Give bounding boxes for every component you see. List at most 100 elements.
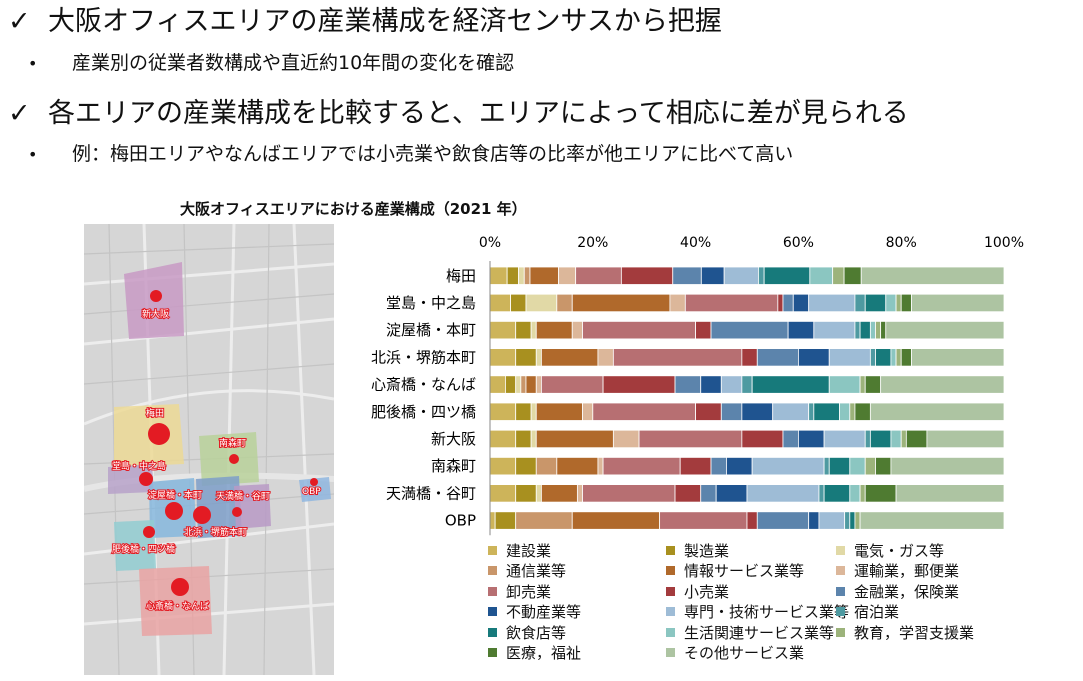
bar-segment [674, 375, 702, 394]
legend-label: 金融業，保険業 [854, 582, 960, 601]
bullet-sub-1-text: 産業別の従業者数構成や直近約10年間の変化を確認 [72, 52, 515, 74]
area-tenmabashi [234, 484, 271, 529]
bar-segment [859, 511, 1005, 530]
legend-item: 飲食店等 [488, 622, 566, 642]
map-label-yodoyabashi: 淀屋橋・本町 [148, 489, 202, 501]
bar-segment [700, 484, 717, 503]
bar-segment [758, 266, 765, 285]
area-dojima [108, 464, 154, 494]
bar-segment [813, 321, 856, 340]
bar-segment [926, 429, 1005, 449]
bar-segment [895, 293, 902, 313]
bar-segment [489, 293, 511, 313]
bar-segment [808, 511, 820, 530]
x-tick-label: 80% [886, 235, 917, 251]
bullet-main-1: ✓ 大阪オフィスエリアの産業構成を経済センサスから把握 [8, 6, 722, 38]
bar-segment [571, 293, 671, 313]
bar-segment [515, 456, 537, 476]
bar-segment [695, 402, 722, 421]
x-tick-label: 20% [577, 235, 608, 251]
bullet-dot-icon: • [28, 145, 38, 164]
legend-item: 運輸業，郵便業 [836, 561, 959, 581]
bar-segment [885, 293, 897, 313]
category-label: 梅田 [446, 267, 476, 285]
bar-segment [515, 375, 522, 394]
marker-shinsaibashi [171, 578, 189, 596]
bar-segment [859, 484, 866, 503]
bar-segment [489, 429, 517, 449]
bar-segment [489, 375, 506, 394]
bar-segment [864, 293, 887, 313]
legend-item: 卸売業 [488, 581, 551, 601]
legend-label: 不動産業等 [506, 603, 582, 621]
bar-segment [797, 429, 825, 449]
bar-segment [832, 266, 845, 285]
bar-segment [772, 402, 810, 421]
bar-segment [535, 321, 573, 340]
bar-segment [525, 293, 558, 313]
bar-segment [895, 484, 1005, 503]
bar-segment [592, 402, 697, 421]
bar-segment [854, 511, 861, 530]
legend-swatch [836, 545, 845, 555]
legend-swatch [666, 545, 675, 555]
bar-segment [582, 402, 594, 421]
bar-segment [854, 402, 871, 421]
bar-segment [597, 348, 614, 367]
bar-segment [849, 402, 856, 421]
bar-segment [620, 266, 674, 285]
checkmark-icon: ✓ [8, 6, 31, 37]
bar-segment [875, 321, 882, 340]
legend-label: 電気・ガス等 [854, 541, 945, 560]
bar-segment [612, 348, 743, 367]
legend-label: 通信業等 [506, 562, 567, 580]
bar-segment [720, 402, 743, 421]
bar-segment [535, 375, 542, 394]
legend-item: 教育，学習支援業 [836, 622, 974, 642]
category-label: 堂島・中之島 [386, 294, 476, 312]
bar-segment [895, 348, 902, 367]
bar-segment [869, 402, 1005, 421]
map-label-kitahama: 北浜・堺筋本町 [184, 526, 247, 538]
bar-segment [571, 511, 661, 530]
bar-segment [905, 429, 928, 449]
bar-segment [612, 429, 640, 449]
bar-segment [535, 484, 542, 503]
bar-segment [813, 402, 840, 421]
bar-segment [674, 484, 702, 503]
map-label-shinosaka: 新大阪 [142, 308, 169, 320]
bar-segment [751, 456, 825, 476]
bar-segment [741, 348, 758, 367]
legend-swatch [488, 566, 497, 575]
bar-segment [515, 429, 532, 449]
legend-item: 電気・ガス等 [836, 540, 944, 560]
legend-label: 宿泊業 [854, 603, 900, 621]
bar-segment [782, 293, 794, 313]
bar-segment [828, 375, 861, 394]
bar-segment [535, 402, 583, 421]
bar-segment [890, 429, 902, 449]
marker-tenmabashi [232, 507, 242, 517]
bar-segment [885, 321, 1005, 340]
bar-segment [756, 348, 799, 367]
bullet-sub-1: • 産業別の従業者数構成や直近約10年間の変化を確認 [28, 51, 514, 76]
bar-segment [679, 456, 712, 476]
bullet-sub-2: • 例：梅田エリアやなんばエリアでは小売業や飲食店等の比率が他エリアに比べて高い [28, 142, 793, 167]
bar-segment [506, 266, 519, 285]
chart-svg: 0% 20% 40% 60% 80% 100% 梅田堂島・中之島淀屋橋・本町北浜・堺筋本町心… [371, 235, 1024, 536]
bar-segment [849, 456, 866, 476]
category-label: 新大阪 [431, 430, 476, 448]
bar-segment [869, 321, 876, 340]
map-label-obp: OBP [302, 487, 321, 497]
x-tick-label: 100% [984, 235, 1024, 251]
legend-item: 小売業 [666, 581, 729, 601]
x-tick-label: 0% [479, 235, 501, 251]
category-label: 淀屋橋・本町 [386, 321, 476, 339]
legend-swatch [836, 627, 845, 637]
bar-segment [515, 511, 573, 530]
bar-segment [860, 266, 1005, 285]
bar-segment [818, 484, 825, 503]
marker-obp [310, 478, 318, 486]
marker-shinosaka [150, 290, 162, 302]
bullet-dot-icon: • [28, 54, 38, 73]
